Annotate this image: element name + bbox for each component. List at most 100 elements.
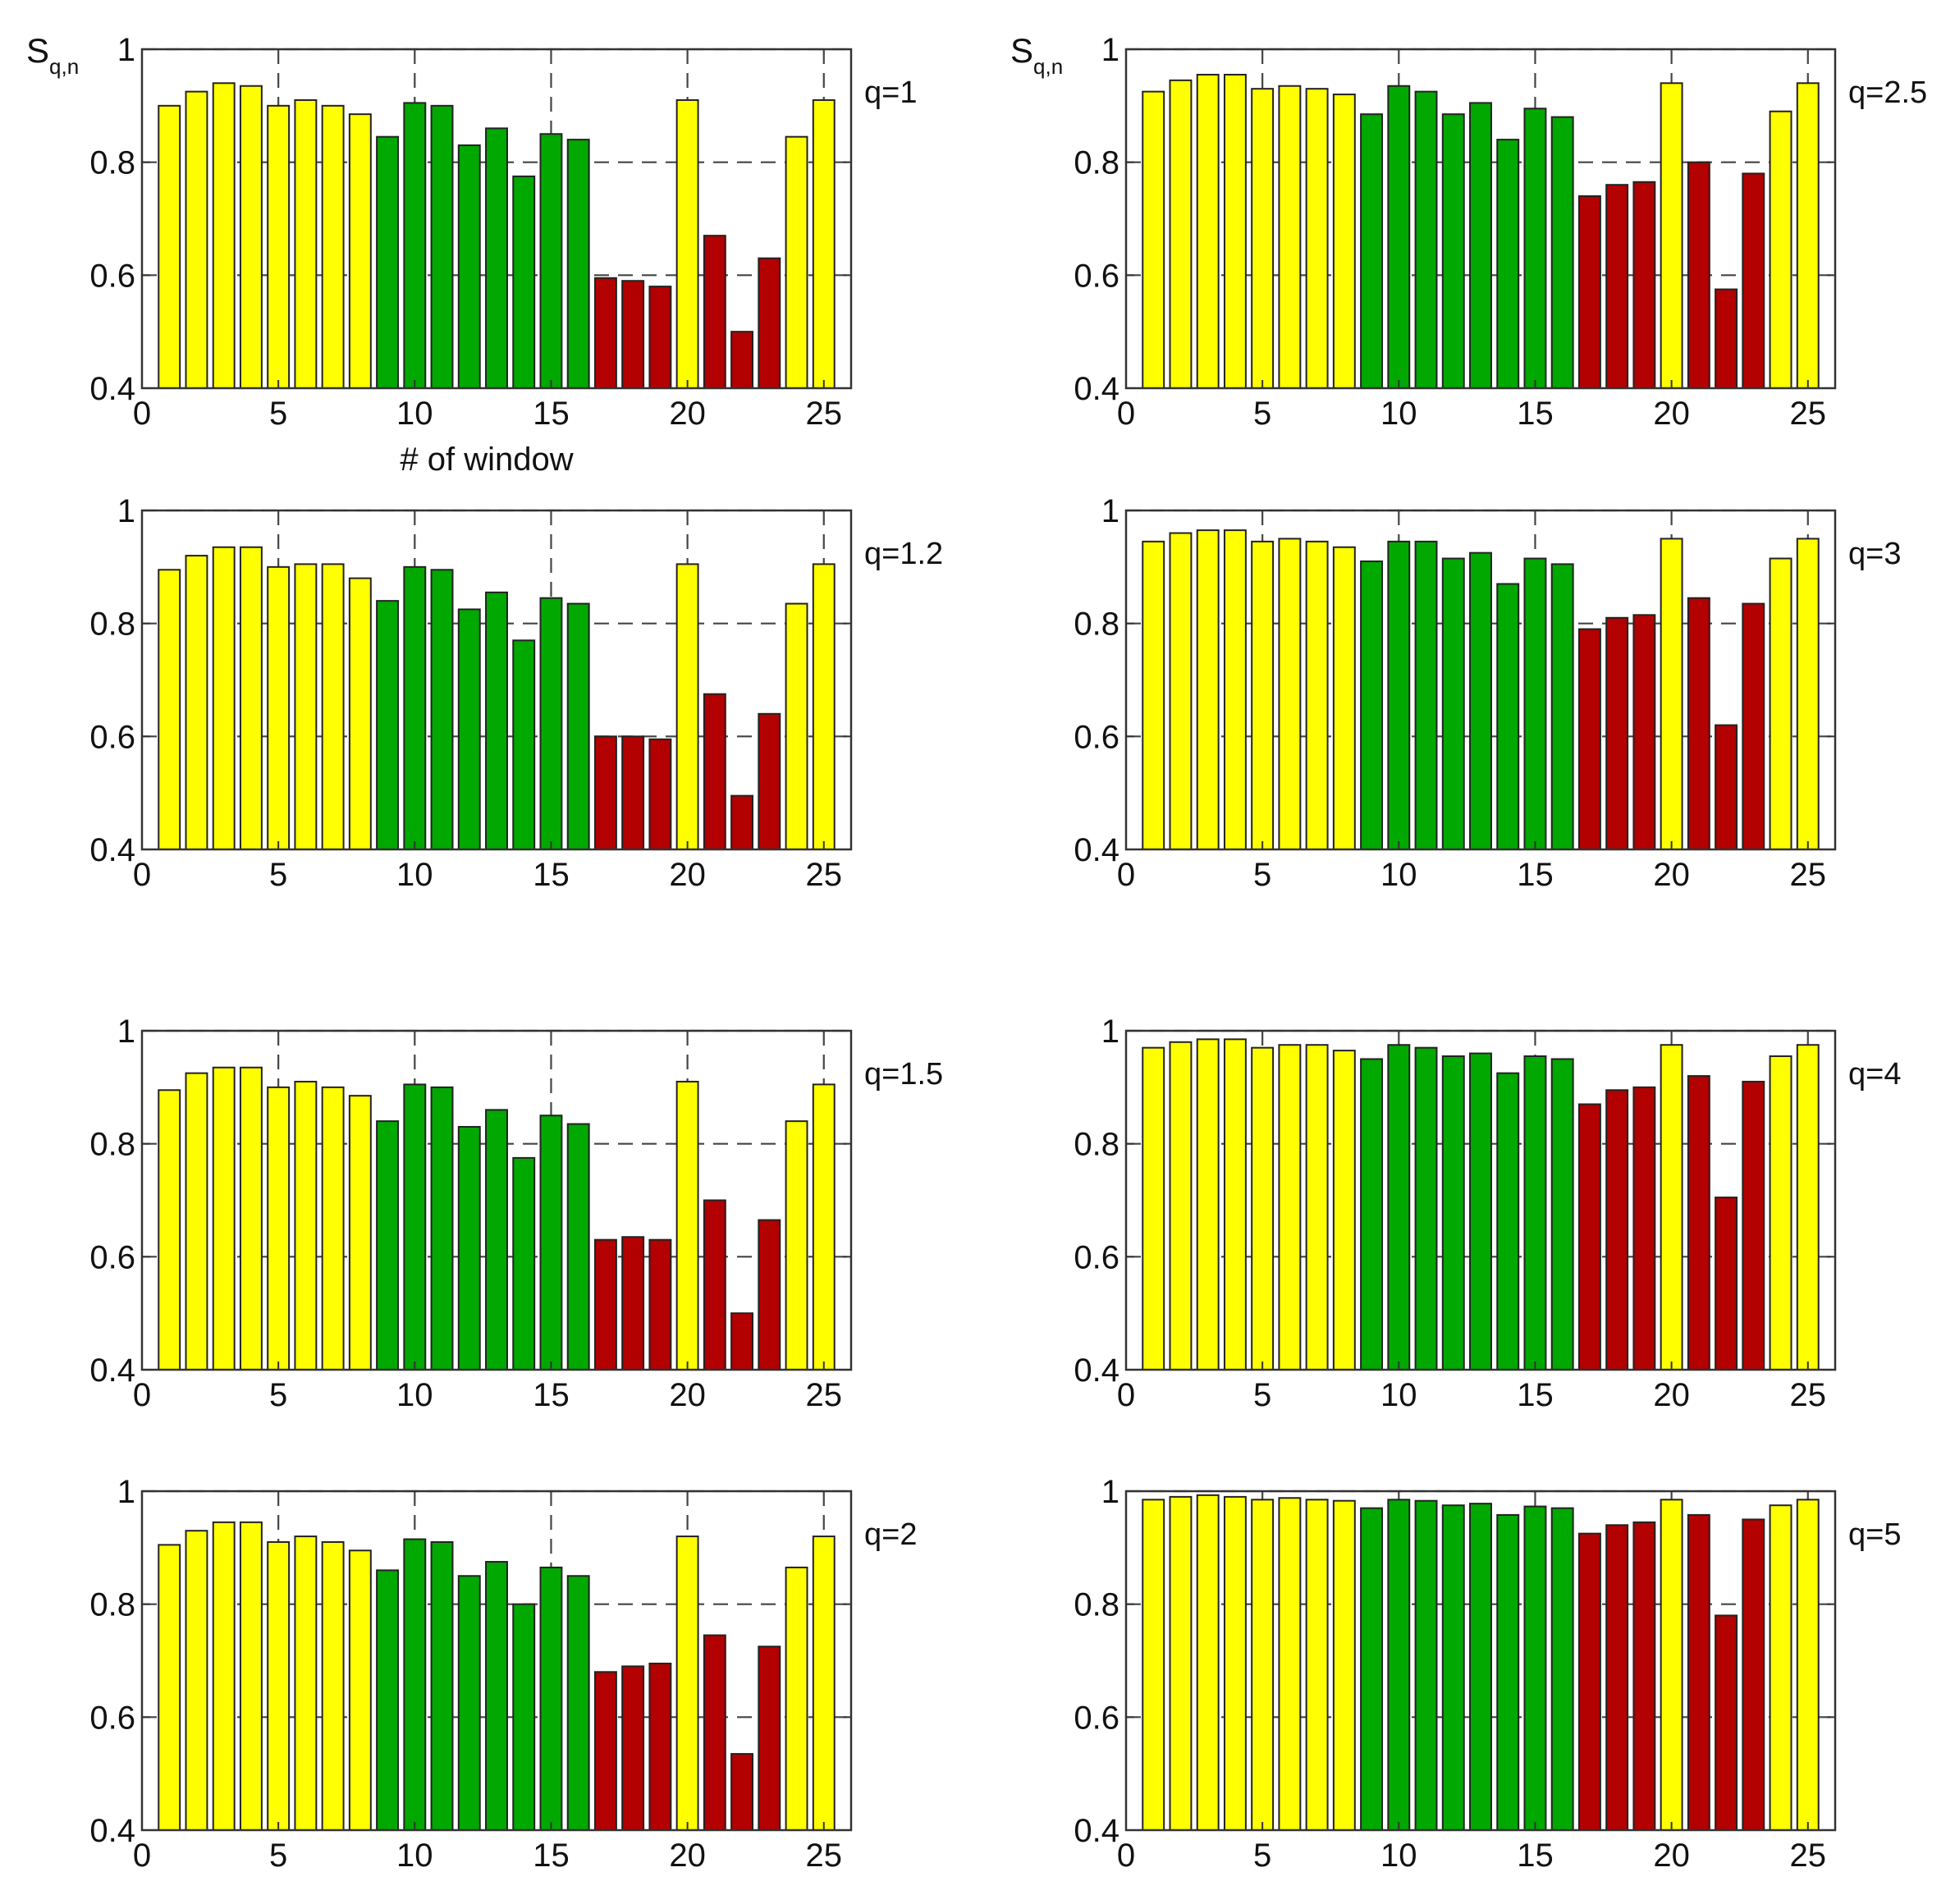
bar-16 [1550, 116, 1574, 389]
bar-9 [1360, 1058, 1384, 1371]
bar-24 [785, 602, 808, 850]
bar-7 [321, 563, 345, 850]
bar-19 [1632, 614, 1656, 850]
x-tick-label: 5 [269, 1838, 287, 1874]
bar-12 [1441, 113, 1465, 390]
x-tick-label: 10 [396, 396, 433, 432]
bar-25 [812, 1083, 836, 1371]
bar-19 [648, 738, 672, 851]
x-tick-label: 25 [806, 1377, 843, 1413]
bar-18 [621, 280, 645, 390]
bar-10 [403, 565, 427, 850]
x-tick-label: 0 [1117, 396, 1135, 432]
bar-25 [1796, 538, 1820, 851]
bar-17 [1577, 628, 1601, 850]
bar-21 [703, 693, 726, 850]
x-tick-label: 20 [669, 857, 706, 893]
x-tick-label: 10 [396, 1377, 433, 1413]
bar-5 [267, 1086, 291, 1371]
bar-6 [1278, 85, 1302, 389]
bar-10 [403, 1083, 427, 1371]
axes-frame [140, 1490, 853, 1832]
bar-12 [457, 1575, 481, 1831]
bar-14 [512, 175, 536, 389]
bar-7 [1305, 1044, 1329, 1371]
bar-13 [1469, 552, 1492, 850]
bar-24 [1769, 110, 1792, 389]
q-label: q=4 [1848, 1057, 1901, 1092]
chart-panel-q=3: 0.40.60.810 5 10 15 20 25q=3 [1074, 493, 1901, 893]
x-tick-label: 0 [133, 857, 151, 893]
bar-1 [158, 104, 181, 389]
bar-8 [348, 113, 372, 390]
x-tick-label: 10 [396, 857, 433, 893]
q-label: q=1.5 [864, 1057, 943, 1092]
bar-11 [1414, 90, 1438, 389]
bar-20 [1660, 538, 1683, 851]
bar-3 [1196, 1494, 1220, 1832]
bar-8 [1332, 546, 1356, 850]
bar-6 [1278, 538, 1302, 851]
bar-16 [566, 602, 590, 850]
bar-22 [730, 1753, 754, 1831]
bar-14 [512, 1156, 536, 1371]
y-tick-label: 0.6 [89, 258, 135, 294]
x-tick-label: 10 [1380, 1377, 1417, 1413]
x-tick-label: 0 [133, 1377, 151, 1413]
bar-8 [1332, 1050, 1356, 1371]
bar-25 [812, 98, 836, 389]
bar-6 [294, 98, 318, 389]
bar-13 [1469, 102, 1492, 390]
y-tick-label: 1 [117, 1474, 135, 1510]
chart-panel-q=2: 0.40.60.810 5 10 15 20 25q=2 [89, 1474, 917, 1874]
bar-22 [1715, 1614, 1738, 1832]
bar-12 [1441, 557, 1465, 851]
bar-4 [239, 546, 263, 850]
bar-8 [1332, 94, 1356, 389]
bar-3 [212, 1521, 236, 1831]
bar-25 [1796, 1499, 1820, 1831]
bar-23 [758, 1219, 781, 1371]
bar-3 [1196, 529, 1220, 850]
bar-19 [648, 1238, 672, 1371]
y-tick-label: 1 [117, 32, 135, 68]
y-tick-label: 0.4 [1074, 1352, 1119, 1389]
q-label: q=3 [1848, 537, 1901, 571]
bar-16 [566, 1123, 590, 1371]
x-tick-label: 20 [1653, 1377, 1690, 1413]
x-tick-label: 25 [1790, 1377, 1827, 1413]
q-label: q=1.2 [864, 537, 943, 571]
y-tick-label: 0.8 [89, 1127, 135, 1163]
bar-22 [730, 331, 754, 389]
y-tick-label: 0.4 [1074, 1813, 1119, 1849]
x-tick-label: 5 [1253, 1838, 1271, 1874]
y-tick-label: 0.8 [1074, 606, 1119, 643]
axes-frame [140, 48, 853, 390]
bar-2 [185, 90, 208, 389]
bar-21 [703, 1634, 726, 1832]
bar-6 [1278, 1497, 1302, 1831]
bar-2 [1169, 1041, 1193, 1371]
y-axis-label-subscript: q,n [49, 54, 79, 79]
bar-16 [1550, 1058, 1574, 1371]
bar-9 [376, 1120, 400, 1371]
y-tick-label: 0.8 [89, 606, 135, 643]
bar-6 [294, 1080, 318, 1371]
y-tick-label: 0.6 [89, 719, 135, 755]
x-tick-label: 20 [1653, 857, 1690, 893]
x-tick-label: 25 [806, 396, 843, 432]
x-tick-label: 25 [806, 1838, 843, 1874]
bar-21 [703, 235, 726, 389]
x-tick-label: 5 [1253, 857, 1271, 893]
bar-19 [648, 1662, 672, 1831]
bar-23 [1742, 1080, 1765, 1371]
bar-13 [1469, 1503, 1492, 1831]
bar-5 [1251, 540, 1275, 850]
y-tick-label: 0.4 [89, 1813, 135, 1849]
bar-15 [539, 133, 563, 389]
bar-7 [1305, 88, 1329, 390]
bar-13 [1469, 1052, 1492, 1371]
bar-25 [812, 1536, 836, 1831]
bar-3 [1196, 1038, 1220, 1371]
x-tick-label: 0 [133, 1838, 151, 1874]
